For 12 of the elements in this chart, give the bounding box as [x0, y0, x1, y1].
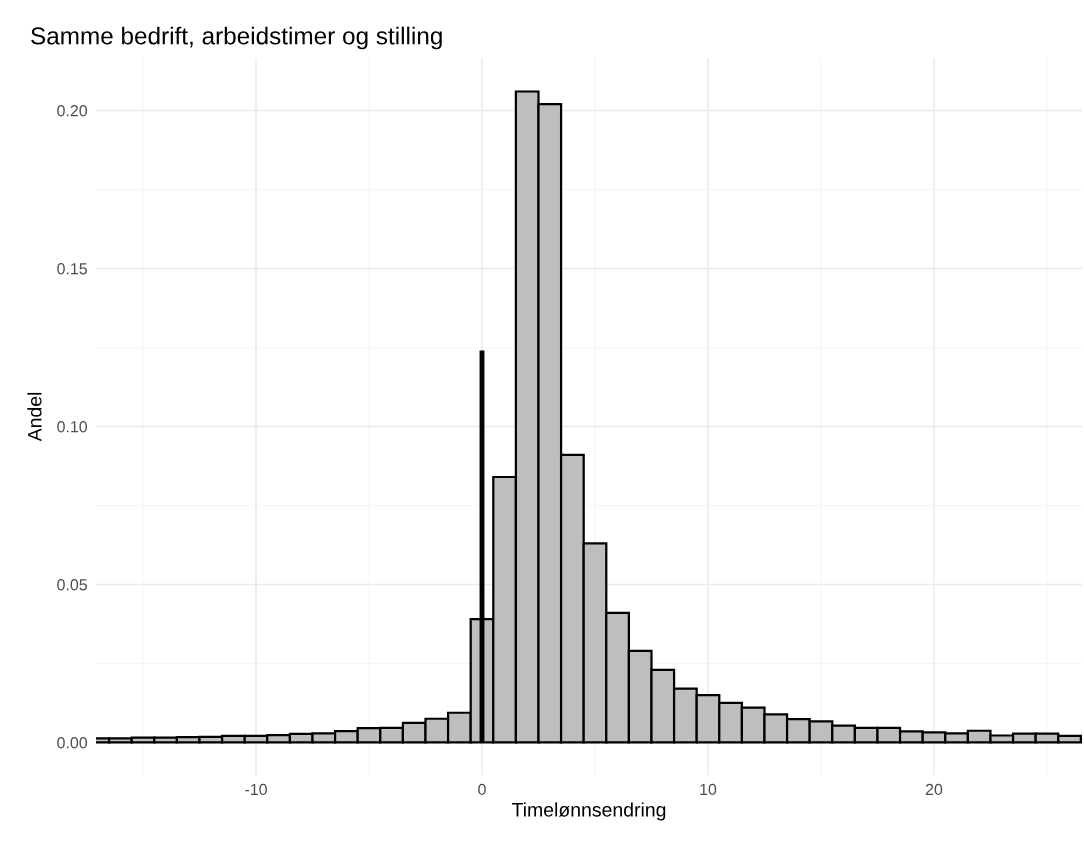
y-axis-title: Andel [27, 392, 42, 442]
x-tick-label: 0 [478, 783, 486, 796]
y-tick-label: 0.20 [57, 105, 88, 117]
y-tick-label: 0.10 [57, 421, 88, 433]
x-tick-label: 20 [925, 783, 943, 796]
x-tick-label: -10 [245, 783, 267, 796]
x-axis-title: Timelønnsendring [512, 802, 666, 821]
y-tick-label: 0.15 [57, 263, 87, 275]
chart-title: Samme bedrift, arbeidstimer og stilling [31, 26, 442, 50]
x-tick-label: 10 [700, 783, 717, 796]
y-tick-label: 0.05 [57, 579, 87, 591]
y-tick-label: 0.00 [57, 737, 88, 749]
